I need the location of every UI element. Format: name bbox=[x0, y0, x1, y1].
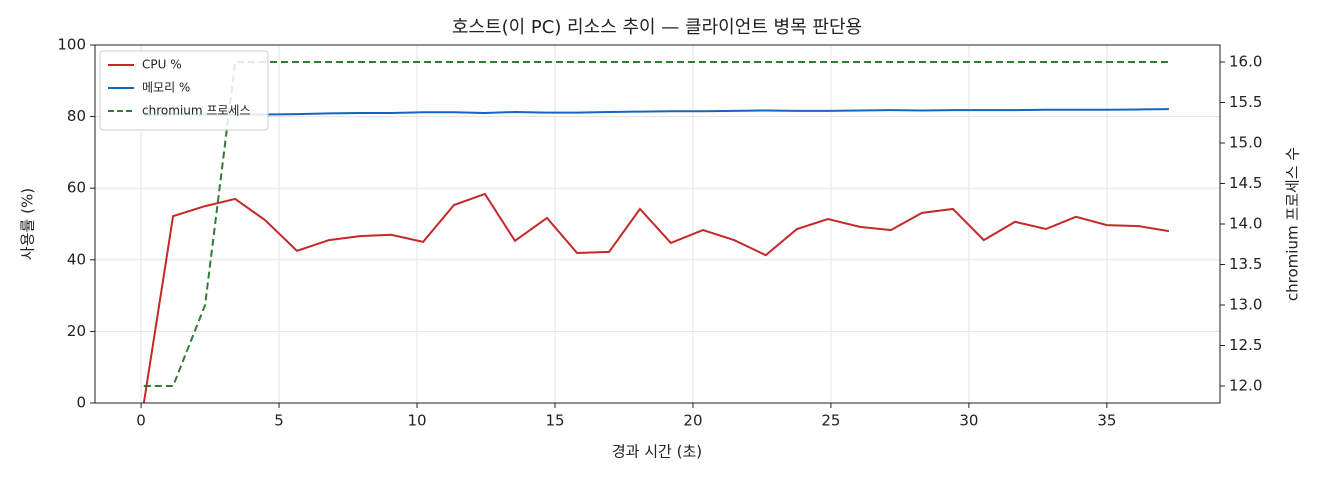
x-tick-label: 30 bbox=[959, 412, 978, 430]
y-tick-label: 0 bbox=[76, 394, 86, 412]
y-tick-label: 80 bbox=[67, 107, 86, 125]
y2-tick-label: 12.0 bbox=[1229, 376, 1262, 394]
y2-tick-label: 15.0 bbox=[1229, 134, 1262, 152]
y2-axis-label: chromium 프로세스 수 bbox=[1284, 147, 1302, 301]
plot-frame bbox=[94, 44, 1221, 404]
legend-label: CPU % bbox=[142, 58, 182, 72]
x-axis-label: 경과 시간 (초) bbox=[612, 443, 702, 461]
legend-frame bbox=[99, 50, 269, 131]
y-tick-label: 20 bbox=[67, 322, 86, 340]
y-tick-label: 40 bbox=[67, 250, 86, 268]
x-tick-label: 15 bbox=[545, 412, 564, 430]
x-tick-label: 20 bbox=[683, 412, 702, 430]
legend: CPU % 메모리 % chromium 프로세스 bbox=[99, 50, 269, 131]
legend-label: chromium 프로세스 bbox=[142, 104, 251, 118]
x-tick-label: 0 bbox=[136, 412, 146, 430]
data-line bbox=[142, 192, 1170, 403]
y-tick-label: 100 bbox=[57, 36, 86, 54]
x-tick-label: 35 bbox=[1097, 412, 1116, 430]
chart-title: 호스트(이 PC) 리소스 추이 — 클라이언트 병목 판단용 bbox=[452, 17, 862, 38]
y-tick-label: 60 bbox=[67, 179, 86, 197]
y2-tick-label: 13.0 bbox=[1229, 295, 1262, 313]
y2-tick-label: 13.5 bbox=[1229, 255, 1262, 273]
data-line bbox=[143, 61, 1169, 387]
x-tick-label: 25 bbox=[821, 412, 840, 430]
y2-tick-label: 16.0 bbox=[1229, 53, 1262, 71]
y-axis-label: 사용률 (%) bbox=[19, 188, 37, 260]
data-line bbox=[143, 108, 1169, 116]
y2-tick-label: 15.5 bbox=[1229, 93, 1262, 111]
y2-tick-label: 12.5 bbox=[1229, 336, 1262, 354]
x-tick-label: 10 bbox=[407, 412, 426, 430]
y2-tick-label: 14.5 bbox=[1229, 174, 1262, 192]
x-tick-label: 5 bbox=[274, 412, 284, 430]
legend-label: 메모리 % bbox=[142, 81, 190, 95]
y2-tick-label: 14.0 bbox=[1229, 215, 1262, 233]
